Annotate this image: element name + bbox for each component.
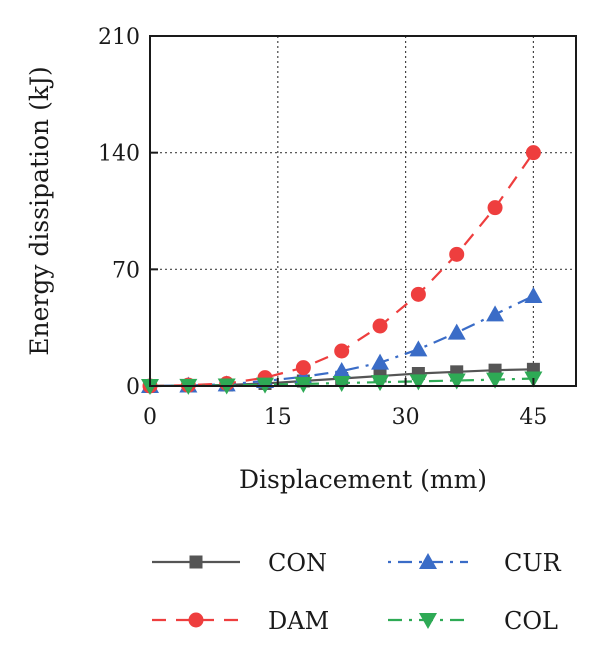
data-point-cur	[447, 323, 466, 340]
legend-label: DAM	[268, 607, 329, 635]
data-point-col	[447, 373, 466, 390]
legend: CON CUR DAM COL	[152, 549, 562, 635]
data-point-dam	[449, 246, 465, 262]
data-point-cur	[409, 340, 428, 357]
y-tick-label: 70	[112, 258, 140, 283]
legend-label: COL	[504, 607, 558, 635]
legend-marker-dam	[188, 612, 204, 628]
data-point-cur	[371, 353, 390, 370]
data-point-col	[371, 375, 390, 392]
data-point-dam	[487, 200, 503, 216]
data-point-dam	[372, 318, 388, 334]
x-tick-label: 45	[519, 405, 547, 430]
legend-item-dam: DAM	[152, 607, 329, 635]
legend-marker-con	[189, 555, 203, 569]
legend-marker-col	[419, 613, 437, 629]
legend-item-col: COL	[388, 607, 558, 635]
legend-marker-cur	[419, 553, 437, 569]
data-point-cur	[332, 362, 351, 378]
data-point-dam	[334, 343, 350, 359]
legend-item-cur: CUR	[388, 549, 562, 577]
series-layer	[141, 145, 543, 395]
y-tick-label: 0	[126, 375, 140, 400]
y-axis-label: Energy dissipation (kJ)	[25, 66, 54, 356]
y-tick-label: 210	[98, 25, 140, 50]
axis-ticks: 0 15 30 45 0 70 140 210	[98, 25, 547, 430]
data-point-dam	[525, 145, 541, 161]
legend-label: CUR	[504, 549, 562, 577]
x-axis-label: Displacement (mm)	[239, 465, 487, 494]
data-point-cur	[486, 305, 505, 322]
data-point-col	[409, 374, 428, 391]
data-point-dam	[295, 360, 311, 376]
x-tick-label: 15	[264, 405, 292, 430]
y-tick-label: 140	[98, 142, 140, 167]
data-point-cur	[524, 287, 543, 303]
plot-frame	[149, 35, 577, 387]
legend-label: CON	[268, 549, 327, 577]
legend-item-con: CON	[152, 549, 327, 577]
data-point-col	[332, 376, 351, 392]
x-tick-label: 30	[392, 405, 420, 430]
x-tick-label: 0	[143, 405, 157, 430]
data-point-dam	[410, 286, 426, 302]
grid-lines	[150, 36, 576, 386]
data-point-col	[486, 372, 505, 389]
